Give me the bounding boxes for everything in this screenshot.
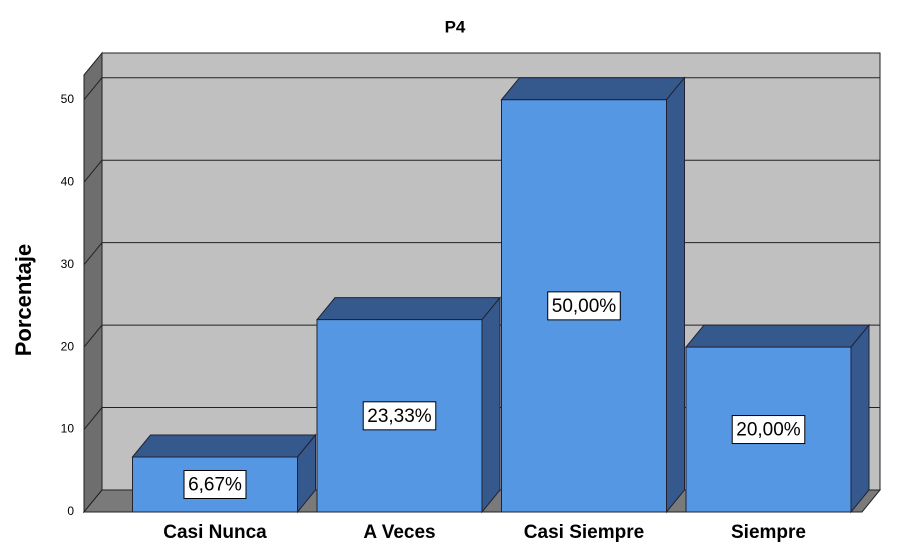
- x-tick-label: Casi Nunca: [163, 522, 267, 543]
- y-tick-label: 50: [61, 92, 75, 106]
- y-tick-label: 20: [61, 339, 75, 353]
- x-tick-label: A Veces: [363, 522, 435, 543]
- grid-line: [83, 242, 103, 265]
- bar-top: [500, 77, 686, 101]
- chart-title: P4: [445, 17, 466, 36]
- value-label: 20,00%: [736, 420, 801, 441]
- y-axis-label: Porcentaje: [11, 244, 36, 357]
- x-tick-label: Siempre: [731, 522, 806, 543]
- value-label: 50,00%: [552, 296, 617, 317]
- value-label-box: [547, 291, 621, 321]
- left-wall: [83, 51, 103, 514]
- value-label-box: [362, 401, 437, 431]
- y-tick-label: 40: [61, 174, 75, 188]
- bar-side: [481, 296, 501, 514]
- bar-side: [666, 76, 685, 514]
- y-tick-label: 0: [67, 504, 74, 518]
- bar-top: [684, 324, 871, 348]
- y-tick-label: 30: [61, 257, 75, 271]
- y-tick-label: 10: [61, 422, 75, 436]
- bar-top: [315, 297, 502, 321]
- grid-line: [83, 407, 103, 430]
- grid-line: [83, 77, 103, 101]
- value-label-box: [183, 470, 247, 500]
- x-tick-label: Casi Siempre: [524, 522, 644, 543]
- grid-line: [83, 324, 103, 348]
- bar-side: [850, 323, 870, 514]
- value-label: 23,33%: [367, 406, 432, 427]
- bar-top: [131, 434, 317, 458]
- value-label-box: [731, 415, 806, 445]
- grid-line: [83, 159, 103, 183]
- value-label: 6,67%: [188, 475, 242, 496]
